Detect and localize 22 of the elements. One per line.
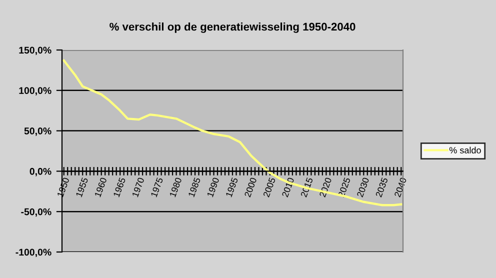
chart-title: % verschil op de generatiewisseling 1950-2040 — [110, 22, 356, 33]
x-tick-label: 2000 — [244, 177, 257, 198]
y-tick-label: 50,0% — [24, 128, 52, 136]
legend-label: % saldo — [449, 146, 481, 154]
x-tick-label: 1985 — [188, 177, 201, 198]
x-tick-label: 1955 — [76, 177, 88, 198]
x-tick-label: 1995 — [226, 177, 238, 198]
y-tick-label: -50,0% — [21, 208, 52, 217]
x-tick-label: 2030 — [356, 177, 370, 198]
x-tick-label: 1970 — [132, 177, 144, 198]
x-tick-label: 1960 — [94, 177, 107, 198]
y-tick-label: 0,0% — [30, 168, 52, 176]
x-tick-label: 2035 — [375, 177, 388, 198]
x-tick-label: 2010 — [282, 177, 294, 198]
x-tick-label: 2005 — [262, 177, 276, 198]
x-tick-label: 1980 — [169, 177, 182, 198]
x-tick-label: 1990 — [206, 177, 220, 198]
y-tick-label: -100,0% — [16, 248, 52, 258]
y-tick-label: 150,0% — [19, 46, 52, 56]
y-tick-label: 100,0% — [19, 87, 52, 96]
x-tick-label: 1975 — [150, 177, 164, 198]
x-tick-label: 1965 — [113, 177, 126, 198]
